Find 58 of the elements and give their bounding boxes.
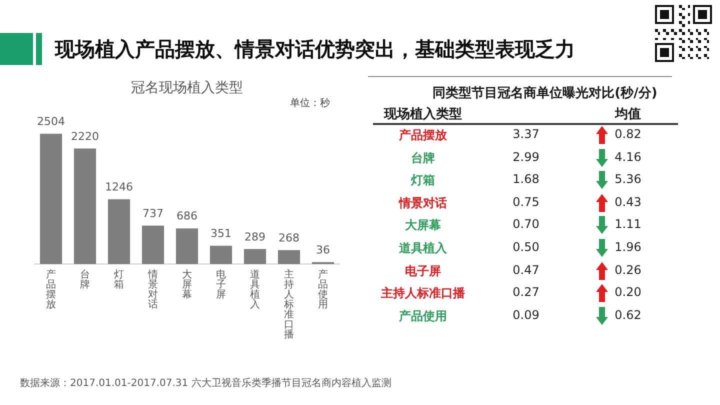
data-label: 0.62: [614, 308, 642, 322]
x-tick-label: 产品使用: [318, 268, 328, 311]
category-label: 大屏幕: [404, 217, 442, 234]
data-label: 0.26: [614, 262, 642, 277]
data-label: 1.96: [614, 240, 642, 254]
data-label: 1246: [105, 180, 133, 194]
text: 同类型节目冠名商单位曝光对比(秒/分): [432, 84, 658, 102]
legend-label: 均值: [614, 106, 642, 123]
x-tick-label: 灯箱: [114, 268, 124, 291]
x-tick-label: 电子屏: [216, 268, 226, 301]
y-axis-title: 单位：秒: [289, 98, 330, 110]
x-tick-label: 产品摆放: [46, 268, 56, 311]
data-label: 351: [210, 227, 232, 240]
data-label: 0.20: [614, 285, 642, 300]
category-label: 产品摆放: [398, 127, 448, 144]
data-label: 268: [278, 231, 300, 244]
data-label: 0.50: [512, 240, 540, 254]
bar: [210, 246, 232, 264]
data-label: 3.37: [512, 127, 540, 141]
bar: [142, 226, 164, 264]
data-label: 737: [142, 207, 164, 220]
x-tick-label: 台牌: [80, 268, 90, 291]
category-label: 台牌: [410, 150, 436, 167]
data-label: 0.09: [512, 308, 540, 322]
data-label: 289: [244, 230, 266, 244]
x-tick-label: 大屏幕: [182, 268, 192, 301]
x-tick-label: 道具植入: [250, 268, 260, 311]
x-tick-label: 主持人标准口播: [283, 268, 294, 341]
data-label: 5.36: [614, 172, 642, 186]
source-note: 数据来源：2017.01.01-2017.07.31 六大卫视音乐类季播节目冠名商内容植入监测: [20, 378, 392, 390]
data-label: 0.47: [512, 262, 540, 277]
data-label: 36: [316, 243, 330, 256]
data-label: 2220: [71, 130, 99, 143]
data-label: 1.11: [614, 217, 642, 232]
bar: [40, 134, 62, 264]
x-tick-label: 情景对话: [147, 268, 158, 311]
data-label: 0.75: [512, 194, 540, 209]
chart-subtitle: 冠名现场植入类型: [130, 79, 244, 97]
bar: [108, 199, 130, 264]
data-label: 0.43: [614, 194, 642, 209]
data-label: 1.68: [512, 172, 540, 186]
chart-title: 现场植入产品摆放、情景对话优势突出，基础类型表现乏力: [55, 36, 575, 63]
bar: [244, 248, 266, 264]
data-label: 2504: [37, 115, 65, 128]
text: 现场植入类型: [382, 106, 463, 123]
category-label: 道具植入: [398, 240, 448, 257]
bar: [278, 250, 300, 264]
data-label: 4.16: [614, 150, 642, 164]
bar: [74, 148, 96, 264]
category-label: 产品使用: [398, 308, 448, 325]
data-label: 2.99: [512, 150, 540, 164]
data-label: 686: [176, 210, 198, 223]
data-label: 0.27: [512, 285, 540, 300]
category-label: 情景对话: [398, 194, 448, 212]
data-label: 0.70: [512, 217, 540, 232]
data-label: 0.82: [614, 127, 642, 141]
category-label: 灯箱: [410, 172, 436, 190]
bar: [176, 228, 198, 264]
